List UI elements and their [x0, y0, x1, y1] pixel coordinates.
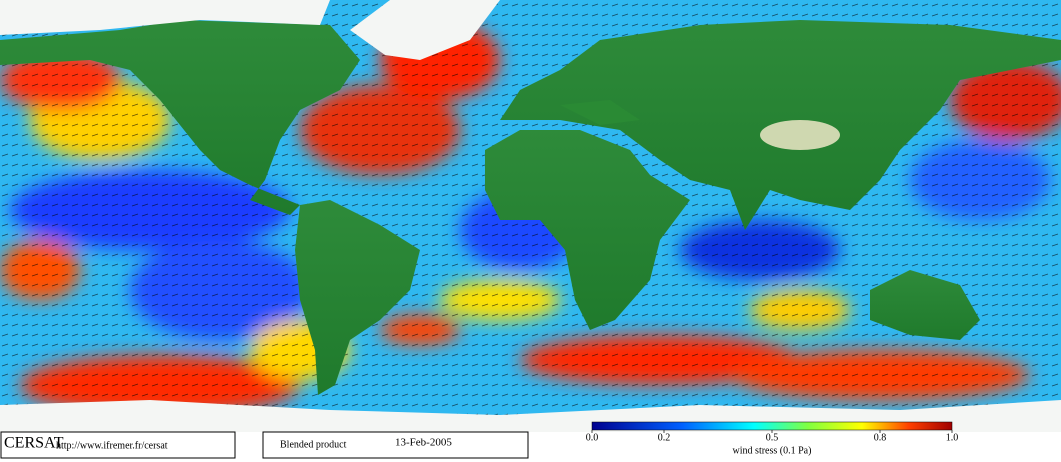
product: Blended product: [280, 439, 347, 450]
colorbar-tick-label: 0.5: [766, 432, 779, 443]
colorbar-tick-label: 0.0: [586, 432, 599, 443]
colorbar-label: wind stress (0.1 Pa): [733, 445, 812, 456]
logo-box: [0, 431, 236, 459]
colorbar-tick-label: 1.0: [946, 432, 959, 443]
date: 13-Feb-2005: [395, 437, 452, 449]
colorbar-tick-label: 0.2: [658, 432, 671, 443]
colorbar-tick-label: 0.8: [874, 432, 887, 443]
colorbar: [591, 421, 953, 431]
product-box: [262, 431, 529, 459]
logo: CERSAT: [4, 435, 64, 452]
colorbar-ticks: 0.0 0.2 0.5 0.8 1.0: [586, 430, 959, 443]
url: http://www.ifremer.fr/cersat: [56, 440, 168, 451]
